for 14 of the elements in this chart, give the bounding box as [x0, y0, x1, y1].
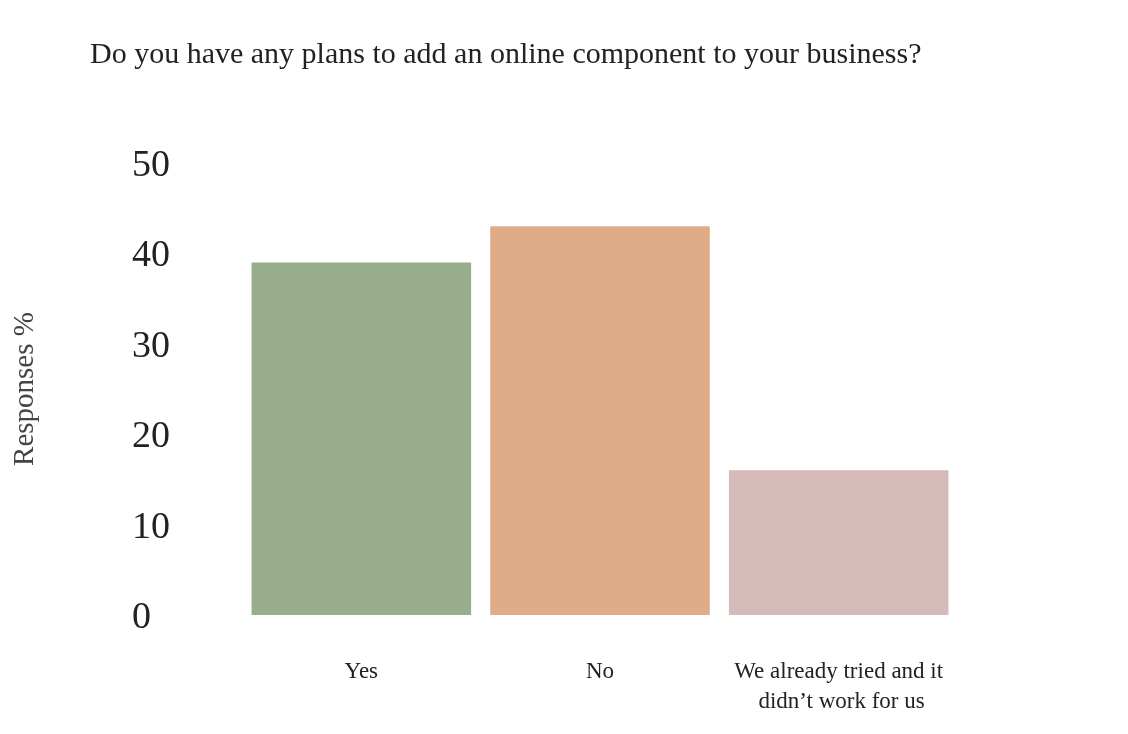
bar — [490, 226, 710, 615]
y-tick-label: 50 — [132, 142, 170, 184]
x-tick-label: No — [585, 657, 615, 683]
y-tick-label: 0 — [132, 594, 151, 636]
bar — [251, 262, 472, 615]
bar — [728, 470, 949, 615]
x-tick-label: We already tried and it didn’t work for us — [734, 657, 944, 713]
y-axis-title: Responses % — [6, 312, 39, 466]
chart-title: Do you have any plans to add an online component to your business? — [90, 35, 922, 69]
y-tick-label: 10 — [132, 503, 170, 546]
x-tick-label: Yes — [344, 657, 379, 683]
y-tick-label: 20 — [132, 413, 170, 456]
y-tick-label: 30 — [132, 322, 170, 365]
y-tick-label: 40 — [132, 232, 170, 275]
